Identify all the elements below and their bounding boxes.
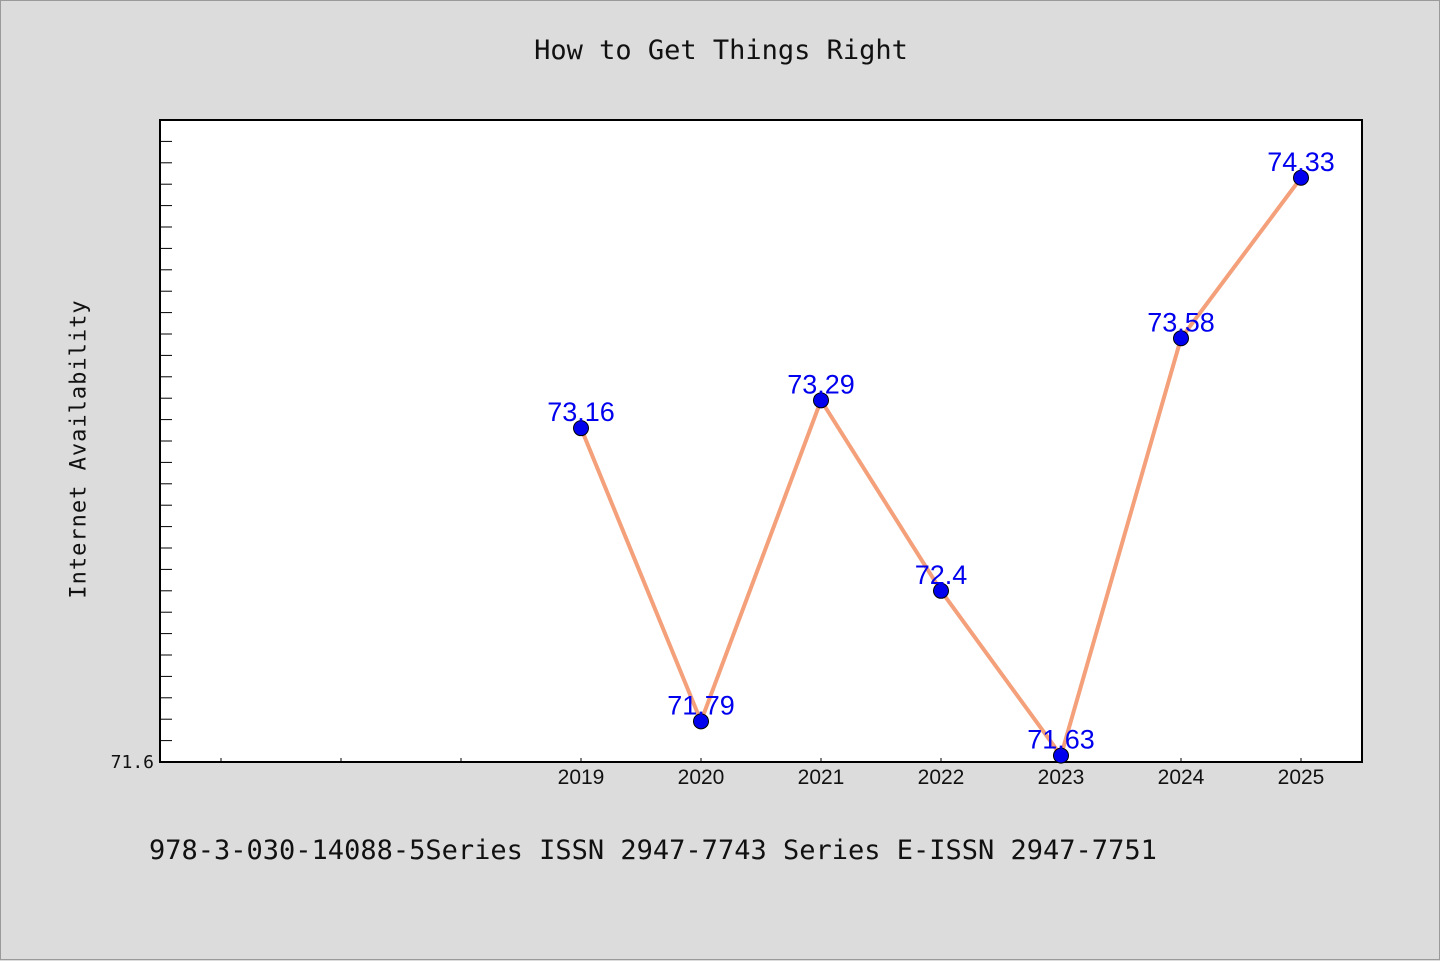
data-label: 74.33 [1267, 147, 1335, 177]
x-tick-label: 2025 [1278, 766, 1325, 789]
y-tick-label: 71.6 [111, 752, 154, 773]
data-point [1173, 330, 1189, 347]
isbn-issn-footer: 978-3-030-14088-5Series ISSN 2947-7743 S… [149, 835, 1157, 866]
data-point [1053, 747, 1069, 764]
tick-labels: 71.6 2019 2020 2021 2022 2023 2024 2025 [111, 752, 1325, 789]
x-tick-label: 2019 [558, 766, 605, 789]
x-tick-label: 2021 [798, 766, 845, 789]
x-tick-label: 2022 [918, 766, 965, 789]
data-point [573, 420, 589, 437]
data-label: 71.63 [1027, 725, 1095, 755]
data-point [1293, 169, 1309, 186]
x-tick-label: 2020 [678, 766, 725, 789]
data-point [813, 392, 829, 409]
y-ticks [160, 119, 172, 763]
data-point [933, 582, 949, 599]
data-label: 73.29 [787, 369, 855, 399]
data-label: 73.16 [547, 397, 615, 427]
data-label: 73.58 [1147, 307, 1215, 337]
x-tick-label: 2023 [1038, 766, 1085, 789]
data-label: 71.79 [667, 690, 735, 720]
x-tick-label: 2024 [1158, 766, 1205, 789]
series: 73.16 71.79 73.29 72.4 71.63 73.58 74.33 [547, 147, 1335, 764]
chart-title: How to Get Things Right [534, 35, 908, 66]
data-label: 72.4 [915, 560, 968, 590]
data-point [693, 713, 709, 730]
plot-area [159, 119, 1363, 763]
